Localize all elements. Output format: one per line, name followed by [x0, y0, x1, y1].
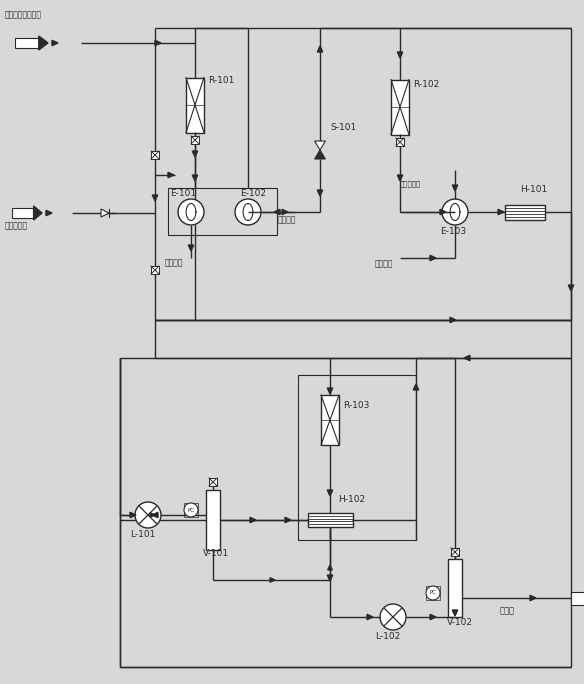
- Text: H-102: H-102: [338, 495, 365, 504]
- Polygon shape: [188, 245, 194, 251]
- Bar: [448, 559, 462, 617]
- Polygon shape: [530, 595, 536, 601]
- Polygon shape: [192, 151, 198, 157]
- Text: E-103: E-103: [440, 227, 466, 236]
- Polygon shape: [367, 614, 373, 620]
- Polygon shape: [568, 285, 573, 291]
- Circle shape: [184, 503, 198, 517]
- Text: 净化焦炉气: 净化焦炉气: [5, 221, 28, 230]
- Polygon shape: [101, 209, 109, 217]
- Polygon shape: [317, 46, 323, 52]
- Text: 循环冷水: 循环冷水: [278, 215, 297, 224]
- Polygon shape: [397, 175, 403, 181]
- Bar: [391, 79, 409, 135]
- Polygon shape: [168, 172, 174, 178]
- Polygon shape: [46, 210, 52, 215]
- Circle shape: [442, 199, 468, 225]
- Circle shape: [178, 199, 204, 225]
- Polygon shape: [498, 209, 504, 215]
- Polygon shape: [150, 513, 155, 517]
- Text: 粗焦炉煤气脱硫气: 粗焦炉煤气脱硫气: [5, 10, 42, 19]
- Circle shape: [380, 604, 406, 630]
- Polygon shape: [327, 490, 333, 496]
- Bar: [15, 38, 39, 48]
- Polygon shape: [327, 575, 333, 581]
- Bar: [396, 138, 404, 146]
- Bar: [151, 151, 159, 159]
- Text: S-101: S-101: [330, 123, 356, 132]
- Circle shape: [235, 199, 261, 225]
- Polygon shape: [315, 150, 325, 159]
- Bar: [209, 478, 217, 486]
- Text: R-101: R-101: [208, 76, 234, 85]
- Bar: [186, 77, 204, 133]
- Bar: [505, 205, 545, 220]
- Polygon shape: [450, 317, 456, 323]
- Polygon shape: [430, 255, 436, 261]
- Polygon shape: [452, 185, 458, 191]
- Polygon shape: [328, 565, 332, 570]
- Text: PC: PC: [187, 508, 194, 512]
- Bar: [191, 136, 199, 144]
- Text: 循环冷水: 循环冷水: [375, 259, 394, 268]
- Bar: [168, 188, 277, 235]
- Circle shape: [135, 502, 161, 528]
- Text: 产品气: 产品气: [500, 606, 515, 615]
- Text: PC: PC: [429, 590, 436, 596]
- Bar: [151, 266, 159, 274]
- Bar: [571, 592, 584, 605]
- Polygon shape: [52, 40, 58, 46]
- Bar: [298, 375, 416, 540]
- Text: R-103: R-103: [343, 401, 369, 410]
- Polygon shape: [440, 209, 446, 215]
- Polygon shape: [39, 36, 48, 50]
- Bar: [321, 395, 339, 445]
- Polygon shape: [152, 512, 158, 518]
- Polygon shape: [155, 40, 161, 46]
- Polygon shape: [282, 209, 288, 215]
- Polygon shape: [34, 206, 42, 220]
- Bar: [206, 490, 220, 550]
- Polygon shape: [130, 512, 136, 518]
- Bar: [308, 513, 353, 527]
- Polygon shape: [452, 610, 458, 616]
- Text: V-102: V-102: [447, 618, 473, 627]
- Polygon shape: [464, 355, 470, 360]
- Polygon shape: [317, 190, 323, 196]
- Polygon shape: [192, 175, 198, 181]
- Polygon shape: [250, 517, 256, 523]
- Text: E-101: E-101: [170, 189, 196, 198]
- Bar: [426, 586, 440, 600]
- Text: L-102: L-102: [375, 632, 400, 641]
- Text: E-102: E-102: [240, 189, 266, 198]
- Bar: [184, 503, 198, 517]
- Text: V-101: V-101: [203, 549, 229, 558]
- Bar: [12, 208, 34, 218]
- Polygon shape: [413, 384, 419, 390]
- Text: L-101: L-101: [130, 530, 155, 539]
- Polygon shape: [285, 517, 291, 523]
- Polygon shape: [430, 614, 436, 620]
- Polygon shape: [315, 141, 325, 150]
- Bar: [451, 548, 459, 556]
- Polygon shape: [152, 195, 158, 201]
- Text: 来蕲汽管网: 来蕲汽管网: [400, 180, 421, 187]
- Circle shape: [426, 586, 440, 600]
- Polygon shape: [397, 52, 403, 58]
- Text: 过热蕲汽: 过热蕲汽: [165, 258, 183, 267]
- Polygon shape: [270, 578, 275, 582]
- Text: H-101: H-101: [520, 185, 547, 194]
- Polygon shape: [327, 388, 333, 394]
- Polygon shape: [274, 209, 280, 215]
- Text: R-102: R-102: [413, 80, 439, 89]
